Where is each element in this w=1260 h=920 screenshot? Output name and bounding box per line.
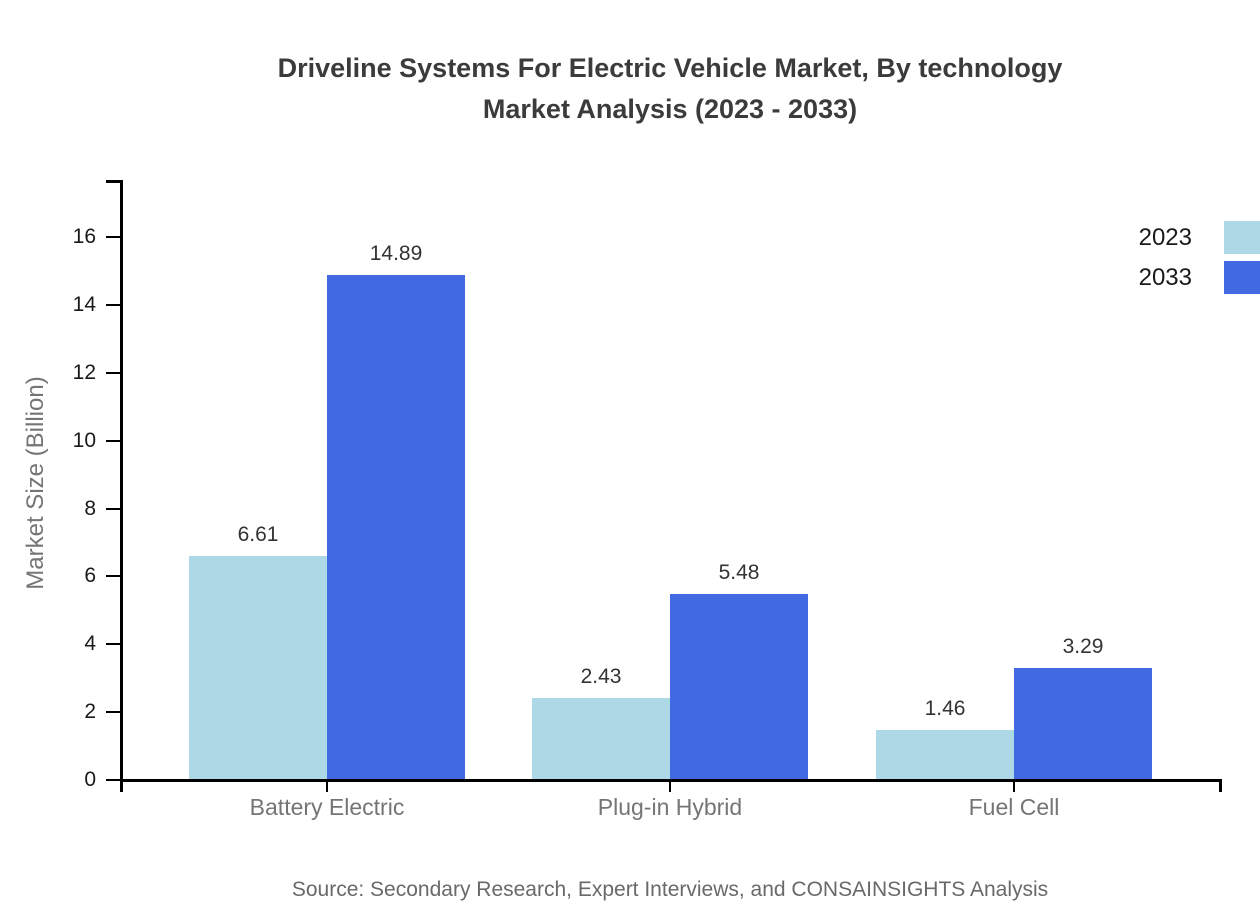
y-axis-top-cap [106,180,123,183]
y-tick-mark-8 [106,507,120,510]
y-tick-mark-12 [106,371,120,374]
x-tick-mark-plug-in-hybrid [669,780,671,792]
y-tick-label-16: 16 [72,225,96,248]
y-tick-label-4: 4 [84,632,96,656]
value-label-2023-plug-in-hybrid: 2.43 [580,665,622,688]
legend-label-2023: 2023 [1138,224,1192,251]
value-label-2033-battery-electric: 14.89 [369,242,423,265]
x-axis-right-cap [1219,779,1222,792]
y-tick-label-12: 12 [72,360,96,384]
y-tick-label-10: 10 [72,428,96,452]
bar-2023-plug-in-hybrid[interactable] [532,698,670,780]
chart-title-line-2: Market Analysis (2023 - 2033) [482,94,858,124]
category-label-battery-electric: Battery Electric [249,794,405,820]
legend-label-2033: 2033 [1138,264,1192,291]
y-tick-label-2: 2 [84,700,96,724]
y-axis-line [120,180,123,792]
bar-2023-fuel-cell[interactable] [876,730,1014,780]
y-tick-mark-2 [106,711,120,714]
y-tick-label-0: 0 [84,768,96,791]
y-tick-label-14: 14 [72,292,96,316]
chart-title: Driveline Systems For Electric Vehicle M… [80,48,1260,130]
y-tick-mark-4 [106,643,120,646]
y-tick-mark-14 [106,303,120,306]
y-tick-mark-0 [106,779,120,781]
value-label-2033-plug-in-hybrid: 5.48 [718,561,760,584]
value-label-2023-battery-electric: 6.61 [237,523,279,546]
bar-2033-plug-in-hybrid[interactable] [670,594,808,780]
category-label-plug-in-hybrid: Plug-in Hybrid [597,794,743,820]
source-note: Source: Secondary Research, Expert Inter… [291,878,1049,901]
y-tick-mark-16 [106,236,120,238]
x-tick-mark-battery-electric [326,780,328,792]
y-tick-label-8: 8 [84,496,96,520]
chart-title-line-1: Driveline Systems For Electric Vehicle M… [277,53,1063,83]
bar-2033-fuel-cell[interactable] [1014,668,1152,780]
y-tick-mark-10 [106,439,120,442]
legend-swatch-2023 [1224,221,1260,254]
x-axis-line [120,779,1222,782]
y-tick-label-6: 6 [84,564,96,588]
bar-2023-battery-electric[interactable] [189,556,327,780]
category-label-fuel-cell: Fuel Cell [968,794,1060,820]
value-label-2023-fuel-cell: 1.46 [924,697,966,720]
y-tick-mark-6 [106,575,120,578]
x-tick-mark-fuel-cell [1013,780,1015,792]
bar-2033-battery-electric[interactable] [327,275,465,780]
value-label-2033-fuel-cell: 3.29 [1062,635,1104,658]
legend-swatch-2033 [1224,261,1260,294]
